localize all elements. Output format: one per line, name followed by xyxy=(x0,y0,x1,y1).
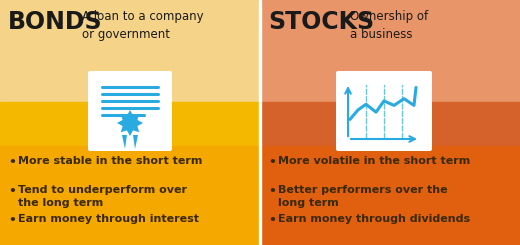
Polygon shape xyxy=(122,135,127,149)
Bar xyxy=(260,146,520,245)
Text: Ownership of
a business: Ownership of a business xyxy=(350,10,428,41)
Bar xyxy=(260,102,520,146)
Text: BONDS: BONDS xyxy=(8,10,102,34)
Text: STOCKS: STOCKS xyxy=(268,10,374,34)
Polygon shape xyxy=(133,135,138,149)
Text: More volatile in the short term: More volatile in the short term xyxy=(278,156,470,166)
Text: •: • xyxy=(268,156,276,169)
Text: A loan to a company
or government: A loan to a company or government xyxy=(82,10,204,41)
Polygon shape xyxy=(117,110,143,136)
Text: •: • xyxy=(8,156,16,169)
Bar xyxy=(0,146,260,245)
Bar xyxy=(0,102,260,146)
Bar xyxy=(0,0,260,102)
Text: Tend to underperform over
the long term: Tend to underperform over the long term xyxy=(18,185,187,208)
Text: •: • xyxy=(8,214,16,227)
Bar xyxy=(260,0,520,102)
Text: •: • xyxy=(8,185,16,198)
Text: •: • xyxy=(268,185,276,198)
Text: More stable in the short term: More stable in the short term xyxy=(18,156,202,166)
Text: Earn money through interest: Earn money through interest xyxy=(18,214,199,224)
FancyBboxPatch shape xyxy=(336,71,432,151)
FancyBboxPatch shape xyxy=(88,71,172,151)
Text: Better performers over the
long term: Better performers over the long term xyxy=(278,185,448,208)
Text: •: • xyxy=(268,214,276,227)
Bar xyxy=(259,0,261,245)
Text: Earn money through dividends: Earn money through dividends xyxy=(278,214,470,224)
